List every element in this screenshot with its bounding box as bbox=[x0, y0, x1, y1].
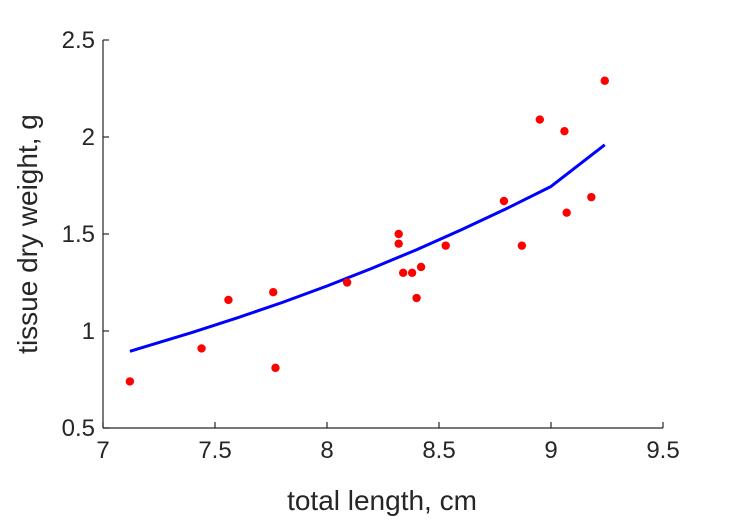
x-tick-label: 9.5 bbox=[646, 437, 679, 464]
data-point bbox=[517, 241, 527, 250]
y-tick-label: 1 bbox=[82, 318, 95, 345]
data-point bbox=[412, 293, 421, 303]
fit-curve bbox=[129, 143, 606, 353]
y-axis-label: tissue dry weight, g bbox=[12, 114, 43, 354]
y-tick-label: 2.5 bbox=[62, 27, 95, 54]
y-tick-label: 1.5 bbox=[62, 221, 95, 248]
x-tick-label: 7 bbox=[96, 437, 109, 464]
x-ticks: 7 7.5 8 8.5 9 9.5 bbox=[96, 422, 680, 464]
data-point bbox=[587, 192, 596, 202]
data-point bbox=[441, 241, 450, 250]
x-tick-label: 8.5 bbox=[422, 437, 455, 464]
data-point bbox=[269, 288, 278, 297]
y-ticks: 0.5 1 1.5 2 2.5 bbox=[62, 27, 109, 442]
data-point bbox=[560, 126, 569, 136]
data-point bbox=[398, 268, 408, 277]
x-tick-label: 7.5 bbox=[198, 437, 231, 464]
x-tick-label: 9 bbox=[544, 437, 557, 464]
data-point bbox=[416, 262, 426, 272]
fit-line-series bbox=[129, 143, 606, 353]
data-point bbox=[600, 76, 609, 85]
x-axis-label: total length, cm bbox=[287, 485, 477, 516]
data-point bbox=[125, 377, 135, 386]
data-point bbox=[342, 278, 352, 287]
data-point bbox=[535, 115, 544, 124]
y-tick-label: 0.5 bbox=[62, 415, 95, 442]
data-point bbox=[271, 363, 280, 373]
data-point bbox=[394, 229, 403, 239]
data-point bbox=[562, 208, 571, 217]
x-tick-label: 8 bbox=[320, 437, 333, 464]
data-point bbox=[197, 344, 206, 353]
data-point bbox=[224, 295, 233, 305]
scatter-points-series bbox=[125, 76, 609, 386]
data-point bbox=[499, 196, 509, 206]
data-point bbox=[407, 268, 417, 277]
y-tick-label: 2 bbox=[82, 124, 95, 151]
data-point bbox=[394, 239, 403, 248]
